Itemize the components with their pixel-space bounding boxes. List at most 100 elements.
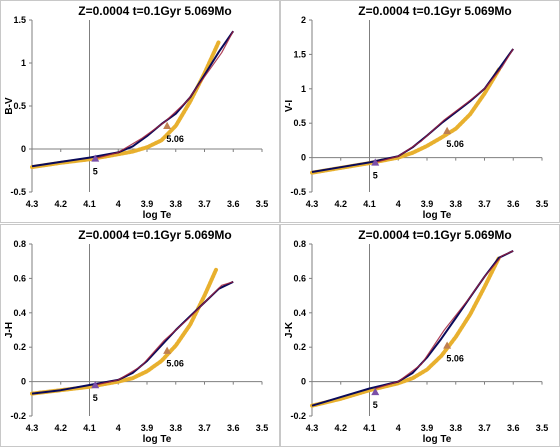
x-tick-label: 4.2 (334, 423, 347, 433)
marker-triangle (371, 158, 380, 166)
chart-title: Z=0.0004 t=0.1Gyr 5.069Mo (78, 4, 231, 18)
y-tick-label: 0.8 (13, 239, 26, 249)
x-tick-label: 4.3 (26, 423, 39, 433)
x-tick-label: 4.3 (26, 199, 39, 209)
x-tick-label: 3.5 (536, 199, 549, 209)
chart-svg-jk: Z=0.0004 t=0.1Gyr 5.069Mo -0.2 0 0.2 0.4 0.6 0… (280, 224, 560, 447)
y-axis-label: J-K (284, 321, 295, 338)
x-tick-label: 4.1 (83, 423, 96, 433)
x-tick-label: 3.6 (507, 199, 520, 209)
y-tick-label: 0.2 (13, 342, 26, 352)
marker-triangle (91, 381, 100, 389)
series-line-2 (95, 281, 234, 386)
y-tick-label: -0.2 (10, 411, 26, 421)
marker-triangle (91, 154, 100, 162)
x-tick-label: 4.1 (363, 199, 376, 209)
marker-triangle (443, 126, 452, 134)
marker-triangle (443, 341, 452, 349)
series-line-0 (30, 267, 218, 396)
chart-panel-bv: Z=0.0004 t=0.1Gyr 5.069Mo -0.5 0 0.5 1 1.5 4.3… (0, 0, 280, 223)
x-tick-label: 4.2 (334, 199, 347, 209)
series-line-2 (375, 250, 514, 390)
x-tick-label: 4 (396, 199, 401, 209)
marker-label: 5 (373, 400, 378, 410)
x-tick-label: 3.5 (536, 423, 549, 433)
x-tick-label: 4.1 (363, 423, 376, 433)
y-tick-label: 0.4 (293, 308, 306, 318)
x-tick-label: 3.8 (169, 423, 182, 433)
y-tick-label: 1 (21, 58, 26, 68)
chart-title: Z=0.0004 t=0.1Gyr 5.069Mo (358, 228, 511, 242)
x-tick-label: 3.9 (421, 199, 434, 209)
series-line-2 (95, 30, 234, 160)
marker-triangle (163, 121, 172, 129)
x-tick-label: 4.3 (306, 423, 319, 433)
x-tick-label: 3.7 (198, 423, 211, 433)
y-tick-label: -0.2 (290, 411, 306, 421)
chart-svg-vi: Z=0.0004 t=0.1Gyr 5.069Mo -0.5 0 0.5 1 1.5 2 4.… (280, 0, 560, 223)
y-tick-label: -0.5 (10, 187, 26, 197)
marker-triangle (371, 387, 380, 396)
series-line-2 (375, 48, 514, 163)
marker-label: 5 (373, 170, 378, 180)
panel-border (280, 224, 560, 447)
x-axis-label: log Te (143, 434, 172, 445)
y-tick-label: 0 (301, 153, 306, 163)
x-tick-label: 3.6 (227, 423, 240, 433)
chart-panel-vi: Z=0.0004 t=0.1Gyr 5.069Mo -0.5 0 0.5 1 1.5 2 4.… (280, 0, 560, 223)
x-tick-label: 4.2 (54, 199, 67, 209)
x-tick-label: 4.2 (54, 423, 67, 433)
x-axis-label: log Te (423, 434, 452, 445)
x-tick-label: 3.7 (198, 199, 211, 209)
y-tick-label: 2 (301, 15, 306, 25)
y-axis-label: J-H (4, 322, 15, 338)
y-tick-label: 0.4 (13, 308, 26, 318)
y-tick-label: 0.5 (293, 118, 306, 128)
marker-label: 5 (93, 166, 98, 176)
x-tick-label: 3.9 (141, 423, 154, 433)
x-tick-label: 3.8 (449, 199, 462, 209)
x-tick-label: 3.9 (141, 199, 154, 209)
panel-border (0, 224, 280, 447)
y-tick-label: 0 (21, 144, 26, 154)
x-tick-label: 3.7 (478, 423, 491, 433)
marker-label: 5.06 (446, 353, 464, 363)
x-tick-label: 3.8 (169, 199, 182, 209)
y-tick-label: 0.2 (293, 342, 306, 352)
y-tick-label: 0 (301, 377, 306, 387)
y-tick-label: 0 (21, 377, 26, 387)
marker-label: 5 (93, 393, 98, 403)
x-axis-label: log Te (423, 210, 452, 221)
x-axis-label: log Te (143, 210, 172, 221)
chart-panel-jh: Z=0.0004 t=0.1Gyr 5.069Mo -0.2 0 0.2 0.4 0.6 0… (0, 224, 280, 447)
series-line-0 (30, 39, 221, 170)
panel-border (0, 0, 280, 223)
y-tick-label: 0.6 (13, 273, 26, 283)
chart-title: Z=0.0004 t=0.1Gyr 5.069Mo (358, 4, 511, 18)
x-tick-label: 3.6 (507, 423, 520, 433)
y-axis-label: V-I (284, 100, 295, 112)
marker-label: 5.06 (166, 359, 184, 369)
x-tick-label: 4.1 (83, 199, 96, 209)
x-tick-label: 3.8 (449, 423, 462, 433)
panel-border (280, 0, 560, 223)
x-tick-label: 3.9 (421, 423, 434, 433)
y-tick-label: 1 (301, 84, 306, 94)
x-tick-label: 4 (396, 423, 401, 433)
chart-svg-bv: Z=0.0004 t=0.1Gyr 5.069Mo -0.5 0 0.5 1 1.5 4.3… (0, 0, 280, 223)
y-tick-label: 1.5 (293, 49, 306, 59)
y-tick-label: 1.5 (13, 15, 26, 25)
chart-svg-jh: Z=0.0004 t=0.1Gyr 5.069Mo -0.2 0 0.2 0.4 0.6 0… (0, 224, 280, 447)
chart-panel-jk: Z=0.0004 t=0.1Gyr 5.069Mo -0.2 0 0.2 0.4 0.6 0… (280, 224, 560, 447)
y-tick-label: 0.5 (13, 101, 26, 111)
chart-title: Z=0.0004 t=0.1Gyr 5.069Mo (78, 228, 231, 242)
series-line-0 (310, 255, 501, 408)
x-tick-label: 4 (116, 423, 121, 433)
y-tick-label: -0.5 (290, 187, 306, 197)
x-tick-label: 3.5 (256, 199, 269, 209)
marker-label: 5.06 (446, 139, 464, 149)
marker-label: 5.06 (166, 134, 184, 144)
x-tick-label: 4.3 (306, 199, 319, 209)
x-tick-label: 4 (116, 199, 121, 209)
